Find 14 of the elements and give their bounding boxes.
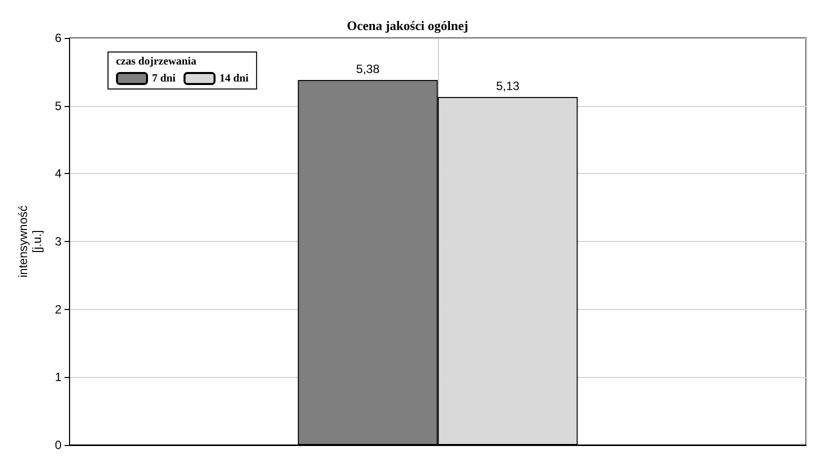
y-tick-label: 5 <box>54 98 62 113</box>
y-tick-label: 2 <box>54 302 62 316</box>
data-label: 5,38 <box>356 62 380 76</box>
y-tick-label: 3 <box>54 234 62 248</box>
y-tick-label: 0 <box>54 438 62 452</box>
y-tick-label: 6 <box>54 31 62 45</box>
legend-label: 14 dni <box>220 72 249 84</box>
legend-title: czas dojrzewania <box>116 56 197 68</box>
y-tick-label: 4 <box>54 166 62 181</box>
y-axis-title: intensywność [j.u.] <box>16 205 44 278</box>
chart-title: Ocena jakości ogólnej <box>346 18 468 33</box>
legend-label: 7 dni <box>152 72 176 84</box>
data-label: 5,13 <box>496 79 520 94</box>
y-tick-label: 1 <box>54 370 62 384</box>
